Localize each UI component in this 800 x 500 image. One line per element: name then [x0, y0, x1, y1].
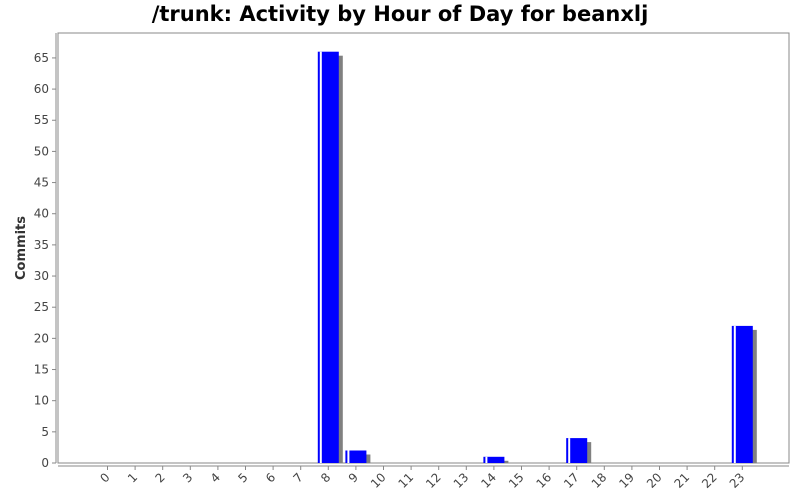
x-tick-label: 7: [291, 470, 306, 485]
x-tick-label: 20: [644, 470, 665, 491]
x-tick-label: 14: [478, 470, 499, 491]
chart-title: /trunk: Activity by Hour of Day for bean…: [151, 2, 649, 26]
bar-highlight: [485, 456, 488, 463]
x-axis: 0 1 2 3 4 5 6 7 8 9 10 11 12 13 14 15 16 17 18 19 20 21 22 23: [58, 465, 789, 491]
x-tick-label: 16: [534, 470, 555, 491]
bars: [317, 51, 753, 463]
y-tick-label: 50: [34, 144, 49, 158]
y-tick-label: 20: [34, 331, 49, 345]
x-tick-label: 9: [346, 470, 361, 485]
x-tick-label: 15: [506, 470, 527, 491]
y-tick-label: 10: [34, 394, 49, 408]
bar-highlight: [568, 438, 571, 463]
x-tick-label: 23: [727, 470, 748, 491]
y-axis: 0 5 10 15 20 25 30 35 40 45 50 55 60 65: [34, 33, 57, 470]
x-tick-label: 4: [208, 470, 223, 485]
x-tick-label: 10: [368, 470, 389, 491]
plot-area: [57, 32, 790, 464]
x-tick-label: 1: [125, 470, 140, 485]
x-tick-label: 11: [396, 470, 417, 491]
bar-hour-23: [731, 325, 753, 463]
x-tick-label: 21: [672, 470, 693, 491]
x-tick-label: 13: [451, 470, 472, 491]
y-tick-label: 60: [34, 82, 49, 96]
bar-hour-17: [566, 438, 588, 463]
bar-hour-9: [345, 450, 367, 463]
x-tick-label: 2: [153, 470, 168, 485]
y-tick-label: 30: [34, 269, 49, 283]
x-tick-label: 8: [318, 470, 333, 485]
y-axis-title: Commits: [14, 216, 29, 280]
x-tick-label: 3: [180, 470, 195, 485]
y-tick-label: 40: [34, 207, 49, 221]
y-tick-label: 35: [34, 238, 49, 252]
y-tick-label: 55: [34, 113, 49, 127]
bar-highlight: [733, 325, 736, 463]
x-tick-label: 18: [589, 470, 610, 491]
y-tick-label: 65: [34, 51, 49, 65]
x-tick-label: 6: [263, 470, 278, 485]
bar-highlight: [319, 51, 322, 463]
bar-highlight: [347, 450, 350, 463]
y-tick-label: 0: [41, 456, 49, 470]
y-tick-label: 25: [34, 300, 49, 314]
x-tick-label: 17: [561, 470, 582, 491]
y-tick-label: 45: [34, 176, 49, 190]
x-tick-label: 22: [699, 470, 720, 491]
x-tick-label: 12: [423, 470, 444, 491]
x-tick-label: 19: [616, 470, 637, 491]
x-tick-label: 5: [235, 470, 250, 485]
y-tick-label: 5: [41, 425, 49, 439]
bar-hour-14: [483, 456, 505, 463]
y-tick-label: 15: [34, 363, 49, 377]
bar-hour-8: [317, 51, 339, 463]
x-tick-label: 0: [97, 470, 112, 485]
